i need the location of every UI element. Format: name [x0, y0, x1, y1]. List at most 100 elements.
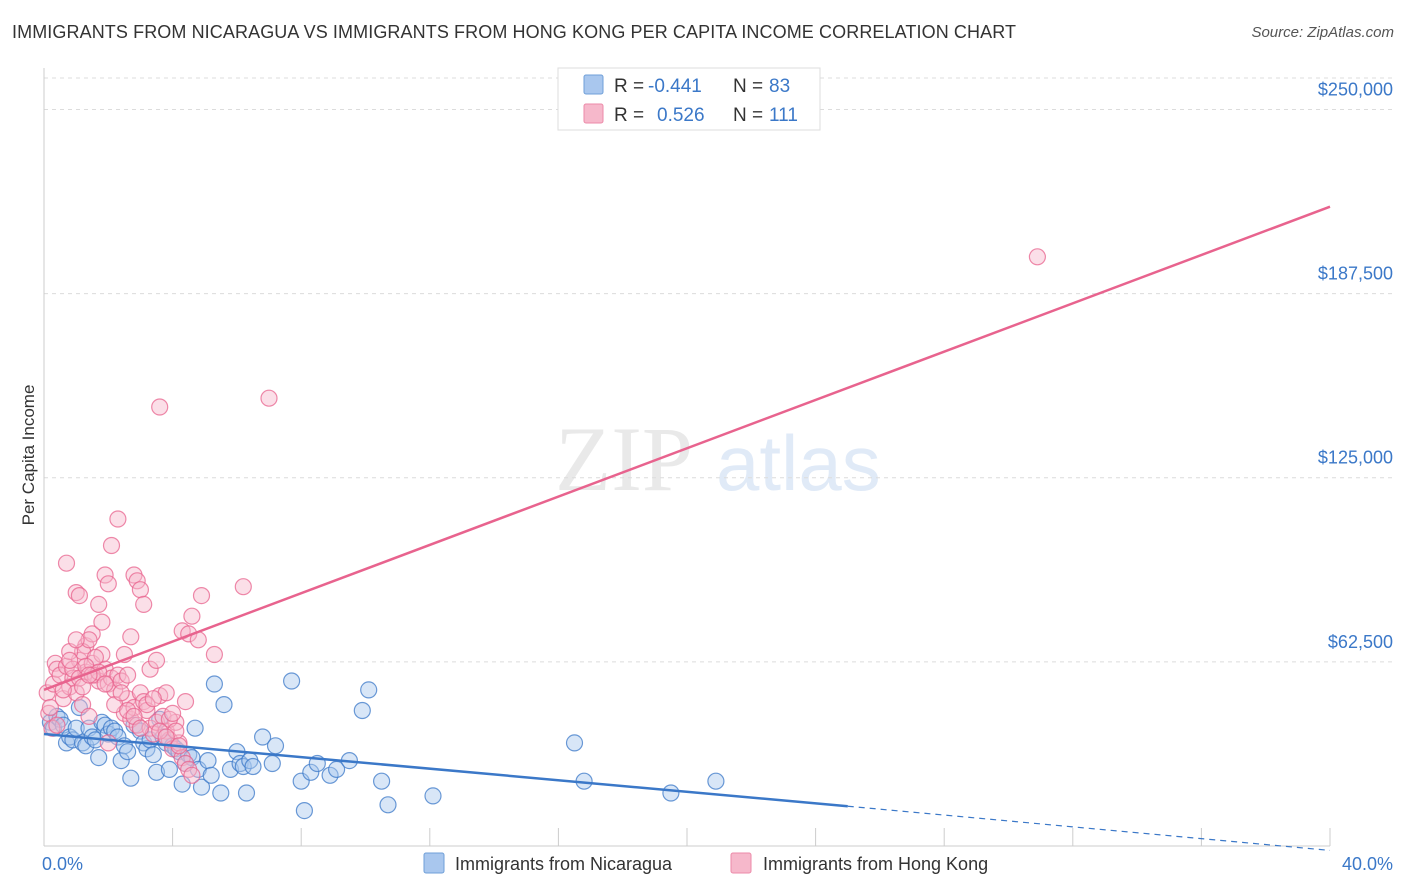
point-nicaragua: [283, 672, 301, 690]
point-nicaragua: [360, 681, 378, 699]
legend-swatch-hongkong: [730, 852, 752, 874]
point-hongkong: [48, 716, 66, 734]
point-hongkong: [128, 572, 146, 590]
trend-line-nicaragua: [43, 732, 848, 808]
point-hongkong: [57, 554, 76, 572]
legend-label-nicaragua: Immigrants from Nicaragua: [455, 854, 673, 874]
point-hongkong: [131, 719, 149, 737]
point-nicaragua: [424, 787, 442, 805]
point-hongkong: [131, 581, 149, 599]
point-hongkong: [183, 766, 201, 784]
source-label: Source: ZipAtlas.com: [1251, 24, 1394, 41]
point-hongkong: [118, 666, 137, 684]
stats-swatch-nicaragua: [583, 74, 604, 95]
legend-swatch-nicaragua: [423, 852, 445, 874]
stats-r-value-nicaragua: -0.441: [648, 76, 702, 97]
point-nicaragua: [321, 766, 339, 784]
point-nicaragua: [254, 728, 272, 746]
point-hongkong: [43, 719, 61, 737]
point-nicaragua: [295, 801, 313, 820]
point-nicaragua: [122, 769, 140, 787]
point-nicaragua: [192, 778, 211, 796]
point-hongkong: [112, 684, 130, 702]
point-hongkong: [96, 675, 114, 693]
point-hongkong: [80, 707, 98, 726]
watermark: ZIP atlas: [555, 408, 881, 510]
point-nicaragua: [565, 734, 584, 752]
point-hongkong: [151, 398, 169, 416]
point-hongkong: [183, 607, 201, 625]
point-nicaragua: [373, 772, 391, 790]
point-nicaragua: [215, 695, 233, 714]
legend-label-hongkong: Immigrants from Hong Kong: [763, 854, 988, 874]
point-nicaragua: [212, 784, 230, 802]
point-nicaragua: [202, 766, 220, 784]
watermark-zip: ZIP: [555, 408, 693, 510]
grid-lines: [44, 77, 1395, 663]
point-hongkong: [135, 692, 153, 711]
point-hongkong: [109, 510, 127, 528]
point-hongkong: [64, 660, 82, 678]
stats-r-value-hongkong: 0.526: [657, 105, 705, 126]
point-hongkong: [122, 628, 140, 646]
point-hongkong: [141, 660, 159, 678]
point-nicaragua: [237, 784, 256, 802]
point-hongkong: [192, 586, 211, 605]
point-hongkong: [260, 389, 278, 407]
point-nicaragua: [379, 796, 397, 814]
legend: Immigrants from Nicaragua Immigrants fro…: [423, 852, 988, 874]
point-hongkong: [144, 690, 162, 708]
point-nicaragua: [160, 760, 178, 779]
point-hongkong: [176, 692, 195, 711]
stats-swatch-hongkong: [583, 103, 604, 124]
stats-n-value-nicaragua: 83: [769, 76, 790, 97]
stats-n-label-hongkong: N =: [733, 105, 763, 126]
point-nicaragua: [221, 760, 240, 779]
point-hongkong: [1028, 248, 1047, 266]
stats-box: R = -0.441 N = 83 R = 0.526 N = 111: [557, 67, 821, 131]
point-hongkong: [234, 578, 252, 596]
point-nicaragua: [244, 757, 262, 776]
point-hongkong: [102, 536, 121, 555]
point-hongkong: [151, 722, 169, 740]
point-hongkong: [96, 566, 114, 584]
point-nicaragua: [199, 751, 217, 770]
point-hongkong: [128, 716, 146, 734]
chart-title: IMMIGRANTS FROM NICARAGUA VS IMMIGRANTS …: [12, 22, 1017, 42]
point-nicaragua: [353, 701, 371, 720]
x-tick-label-max: 40.0%: [1342, 854, 1393, 874]
point-hongkong: [147, 651, 166, 670]
trend-line-nicaragua-projection: [847, 805, 1331, 852]
point-hongkong: [135, 595, 153, 614]
point-hongkong: [112, 672, 130, 690]
point-hongkong: [90, 595, 108, 614]
point-hongkong: [67, 631, 85, 649]
axes: [43, 68, 1331, 847]
point-nicaragua: [707, 772, 725, 790]
point-hongkong: [99, 575, 117, 593]
point-nicaragua: [231, 754, 249, 773]
point-hongkong: [70, 586, 89, 605]
point-nicaragua: [234, 757, 252, 776]
point-hongkong: [93, 613, 111, 631]
point-nicaragua: [144, 746, 162, 764]
y-tick-label: $62,500: [1328, 632, 1393, 652]
y-tick-label: $125,000: [1318, 448, 1393, 468]
stats-n-value-hongkong: 111: [769, 105, 798, 126]
point-nicaragua: [118, 743, 137, 761]
stats-r-label-nicaragua: R =: [614, 76, 644, 97]
point-hongkong: [118, 701, 137, 720]
x-tick-labels: 0.0% 40.0%: [42, 854, 1393, 874]
point-hongkong: [41, 698, 60, 717]
point-nicaragua: [263, 754, 281, 773]
point-nicaragua: [266, 737, 285, 755]
watermark-atlas: atlas: [716, 419, 881, 507]
x-tick-label-min: 0.0%: [42, 854, 83, 874]
point-hongkong: [99, 734, 117, 752]
series-hongkong: [38, 248, 1047, 784]
point-hongkong: [138, 695, 156, 714]
point-nicaragua: [147, 763, 166, 781]
stats-n-label-nicaragua: N =: [733, 76, 763, 97]
point-nicaragua: [662, 784, 680, 802]
